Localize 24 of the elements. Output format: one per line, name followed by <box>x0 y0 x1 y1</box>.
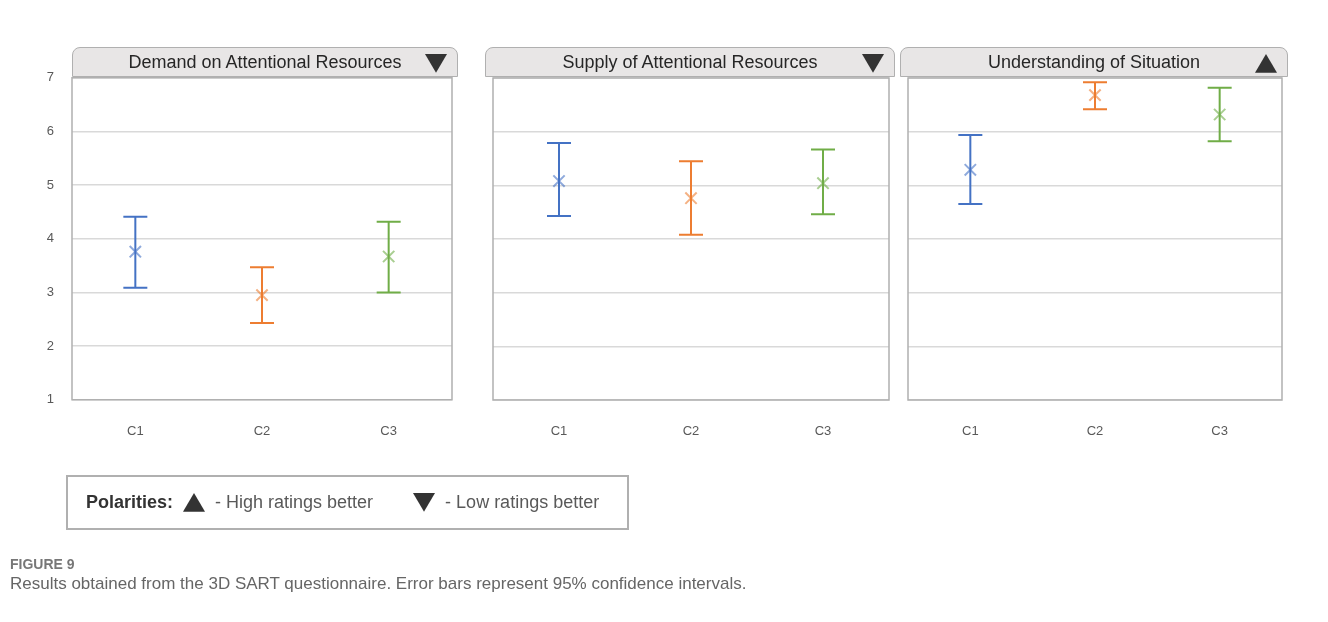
x-tick-label: C2 <box>682 423 700 439</box>
y-tick-label: 2 <box>46 337 54 353</box>
y-tick-label: 4 <box>46 230 54 246</box>
x-tick-label: C2 <box>253 423 271 439</box>
x-tick-label: C3 <box>380 423 397 439</box>
chart-title: Demand on Attentional Resources <box>128 51 402 73</box>
text: - Low ratings better <box>445 492 600 513</box>
x-tick-label: C3 <box>814 423 832 439</box>
y-tick-label: 1 <box>46 391 54 407</box>
chart-title: Understanding of Situation <box>987 51 1201 73</box>
chart-title: Supply of Attentional Resources <box>562 51 818 73</box>
x-tick-label: C1 <box>127 423 144 439</box>
text: Results obtained from the 3D SART questionnaire. Error bars represent 95% confidence intervals. <box>10 574 748 594</box>
y-tick-label: 3 <box>46 284 54 300</box>
y-tick-label: 6 <box>46 123 54 139</box>
y-tick-label: 7 <box>46 69 54 85</box>
y-tick-label: 5 <box>46 176 54 192</box>
x-tick-label: C2 <box>1086 423 1104 439</box>
caption: FIGURE 9 <box>10 556 76 572</box>
x-tick-label: C3 <box>1211 423 1228 439</box>
text: - High ratings better <box>215 492 374 513</box>
x-tick-label: C1 <box>962 423 979 439</box>
text: Polarities: <box>86 492 174 513</box>
x-tick-label: C1 <box>550 423 568 439</box>
